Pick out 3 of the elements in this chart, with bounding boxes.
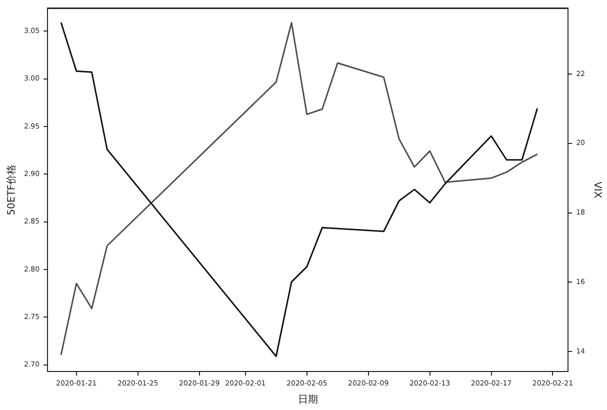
y2-axis-title: VIX bbox=[591, 182, 602, 198]
x-axis-title: 日期 bbox=[298, 394, 318, 406]
y-axis-title: 50ETF价格 bbox=[6, 164, 18, 216]
